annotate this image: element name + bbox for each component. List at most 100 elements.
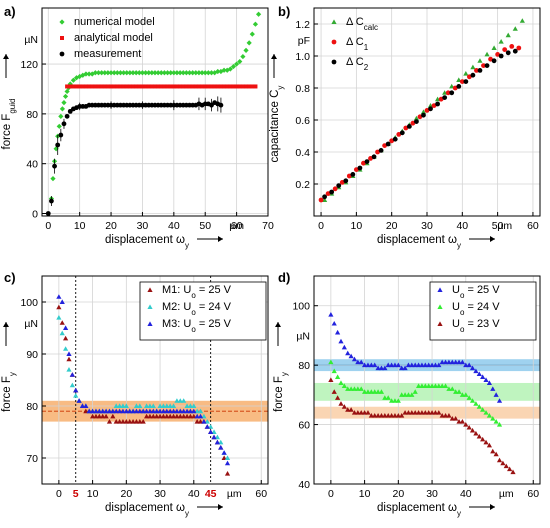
data-point	[498, 53, 504, 59]
data-point	[134, 84, 139, 89]
data-point	[199, 70, 205, 76]
data-point	[459, 392, 466, 397]
data-point	[486, 413, 493, 418]
x-axis-label: displacement ωy	[105, 502, 189, 518]
data-point	[345, 350, 351, 356]
data-point	[93, 84, 98, 89]
data-point	[193, 70, 199, 76]
data-point	[378, 365, 385, 371]
data-point	[477, 68, 483, 73]
data-point	[439, 413, 445, 418]
data-point	[103, 408, 109, 414]
data-point	[355, 410, 361, 415]
data-point	[74, 84, 79, 89]
data-point	[338, 338, 344, 344]
data-point	[218, 102, 224, 108]
data-point	[345, 407, 351, 412]
data-point	[159, 84, 164, 89]
data-point	[164, 408, 170, 414]
data-point	[83, 403, 89, 408]
data-point	[510, 469, 516, 475]
data-point	[255, 11, 262, 17]
data-point	[221, 455, 227, 460]
data-point	[59, 330, 65, 336]
data-point	[62, 93, 69, 100]
data-point	[194, 408, 200, 414]
data-point	[157, 413, 163, 419]
data-point	[252, 21, 259, 27]
data-point	[372, 413, 378, 418]
data-point	[112, 84, 117, 89]
data-point	[385, 413, 391, 418]
data-point	[415, 383, 422, 388]
data-point	[187, 408, 194, 414]
data-point	[209, 84, 214, 89]
data-point	[86, 71, 92, 77]
data-point	[63, 346, 69, 351]
data-point	[69, 382, 75, 388]
data-point	[429, 410, 435, 415]
data-point	[171, 84, 176, 89]
data-point	[224, 471, 231, 476]
data-point	[459, 359, 466, 365]
data-point	[392, 413, 398, 418]
data-point	[197, 419, 204, 424]
data-point	[332, 186, 338, 192]
x-tick-label: 10	[351, 220, 363, 232]
data-point	[130, 419, 136, 424]
data-point	[161, 70, 168, 76]
data-point	[76, 398, 82, 403]
data-point	[194, 413, 200, 419]
x-tick-label: 0	[45, 220, 51, 232]
data-point	[224, 460, 231, 466]
legend-label: M2: Uo = 24 V	[162, 301, 232, 317]
tolerance-band	[314, 382, 540, 401]
data-point	[399, 130, 405, 136]
data-point	[350, 172, 356, 177]
data-point	[181, 398, 187, 403]
data-point	[56, 294, 62, 299]
data-point	[158, 70, 164, 76]
data-point	[137, 403, 143, 408]
data-point	[449, 90, 455, 96]
data-point	[246, 40, 252, 46]
y-unit: µN	[24, 318, 38, 330]
data-point	[140, 408, 146, 414]
y-tick-label: 70	[26, 453, 38, 465]
data-point	[121, 70, 127, 76]
data-point	[493, 392, 499, 397]
arrow-head-icon	[3, 322, 9, 327]
x-tick-label: 60	[255, 488, 267, 500]
data-point	[69, 372, 75, 377]
y-tick-label: 80	[26, 401, 38, 413]
data-point	[64, 88, 70, 95]
data-point	[218, 445, 224, 450]
x-tick-label: 10	[74, 220, 86, 232]
y-tick-label: 0.2	[295, 179, 310, 191]
data-point	[174, 84, 179, 89]
data-point	[439, 359, 445, 365]
data-point	[449, 359, 455, 365]
data-point	[399, 392, 405, 397]
data-point	[483, 377, 489, 382]
data-point	[206, 84, 211, 89]
panel-d: 0 10 20 30 40 60 40 60 80 100 µm µN displacement ωy f…	[273, 270, 541, 518]
data-point	[211, 429, 217, 434]
data-point	[426, 410, 432, 415]
data-point	[215, 84, 220, 89]
data-point	[382, 365, 388, 371]
data-point	[358, 410, 364, 415]
data-point	[146, 84, 151, 89]
data-point	[191, 408, 197, 414]
data-point	[130, 70, 136, 76]
data-point	[63, 325, 69, 330]
panel-label: c)	[4, 270, 16, 285]
data-point	[66, 351, 72, 356]
data-point	[516, 45, 522, 51]
data-point	[186, 70, 193, 76]
data-point	[456, 419, 462, 424]
data-point	[146, 70, 152, 76]
data-point	[59, 106, 66, 112]
data-point	[215, 68, 221, 75]
x-unit: µm	[229, 220, 244, 232]
